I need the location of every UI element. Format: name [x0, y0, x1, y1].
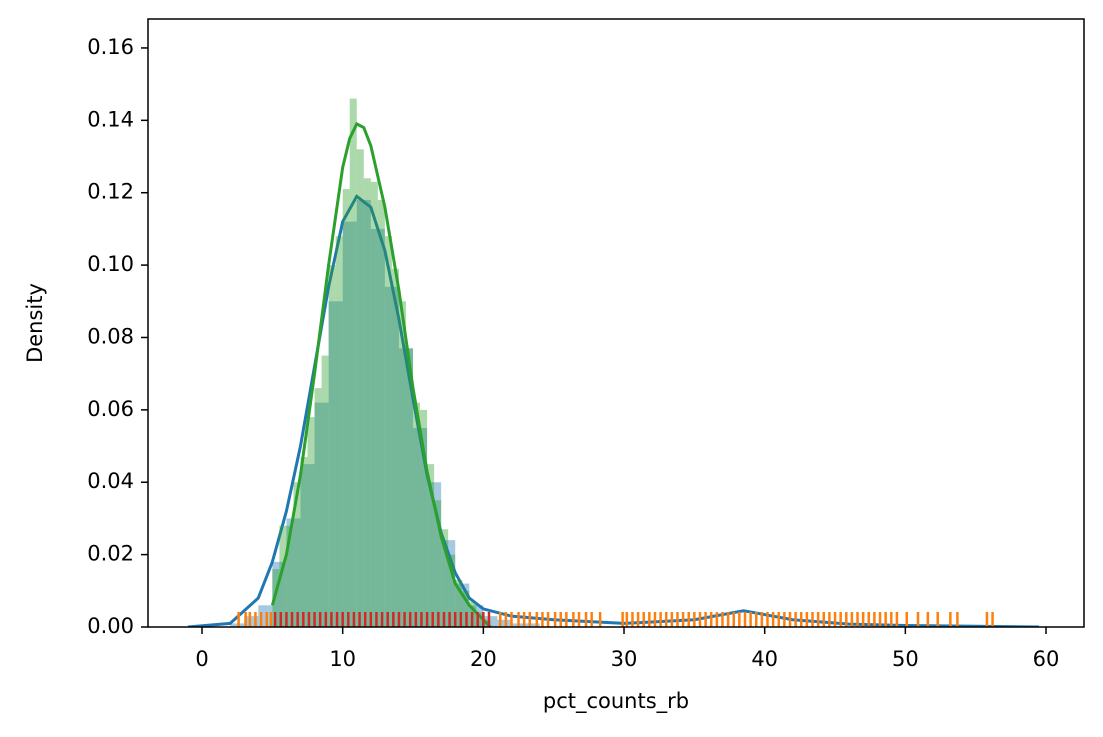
- histogram-bar: [434, 500, 442, 627]
- histogram-bar: [413, 402, 421, 627]
- histogram-bar: [335, 236, 343, 627]
- histogram-bar: [230, 623, 245, 627]
- histogram-bar: [448, 554, 456, 627]
- histogram-bar: [328, 265, 336, 627]
- y-tick-label: 0.10: [87, 252, 134, 276]
- y-tick-label: 0.04: [87, 469, 134, 493]
- histogram-bar: [300, 464, 315, 627]
- histogram-bar: [483, 616, 498, 627]
- x-tick-label: 30: [611, 647, 638, 671]
- histogram-bar: [279, 525, 287, 627]
- y-tick-label: 0.06: [87, 397, 134, 421]
- histogram-bar: [370, 181, 378, 627]
- histogram-bar: [405, 348, 414, 627]
- y-tick-label: 0.02: [87, 542, 134, 566]
- histogram-bar: [391, 268, 399, 627]
- kde-line: [270, 121, 492, 627]
- histogram-bar: [462, 590, 470, 627]
- histogram-bar: [286, 518, 301, 627]
- histogram-bar: [384, 236, 392, 627]
- histogram-bar: [384, 286, 399, 627]
- x-tick-label: 60: [1033, 647, 1060, 671]
- x-tick-label: 50: [892, 647, 919, 671]
- histogram-bar: [328, 301, 343, 627]
- y-axis-label: Density: [23, 283, 47, 363]
- histogram-bar: [314, 402, 329, 627]
- histogram-bar: [293, 482, 301, 627]
- histogram-bar: [356, 199, 371, 627]
- histogram-bar: [398, 301, 406, 627]
- x-tick-label: 10: [329, 647, 356, 671]
- histogram-bar: [476, 612, 484, 627]
- y-tick-label: 0.16: [87, 35, 134, 59]
- histogram-bar: [342, 221, 357, 627]
- histogram-bar: [427, 464, 435, 627]
- y-tick-label: 0.00: [87, 614, 134, 638]
- y-tick-label: 0.12: [87, 180, 134, 204]
- histogram-bar: [244, 616, 259, 627]
- histogram-bar: [377, 199, 385, 627]
- histogram-bar: [300, 456, 308, 627]
- histogram-bar: [370, 228, 385, 627]
- histogram-bar: [363, 178, 371, 627]
- histogram-bar: [321, 355, 329, 627]
- histogram-bar: [441, 529, 449, 627]
- histogram-bar: [497, 619, 512, 627]
- x-axis-label: pct_counts_rb: [543, 689, 689, 714]
- histogram-bar: [272, 561, 287, 627]
- histogram-bar: [349, 98, 357, 627]
- histogram-bar: [286, 525, 294, 627]
- plot-frame: [147, 18, 1085, 628]
- histogram-bar: [398, 348, 414, 627]
- histogram-bar: [420, 409, 428, 627]
- histogram-bar: [413, 427, 428, 627]
- histogram-bar: [525, 623, 540, 627]
- x-tick-label: 0: [195, 647, 208, 671]
- histogram-bar: [307, 417, 315, 627]
- histogram-bar: [455, 579, 463, 627]
- y-tick-label: 0.14: [87, 107, 134, 131]
- histogram-bar: [342, 189, 350, 627]
- histogram-bar: [356, 149, 364, 627]
- x-tick-label: 20: [470, 647, 497, 671]
- histogram-bar: [314, 388, 322, 627]
- x-tick-label: 40: [751, 647, 778, 671]
- y-tick-label: 0.08: [87, 324, 134, 348]
